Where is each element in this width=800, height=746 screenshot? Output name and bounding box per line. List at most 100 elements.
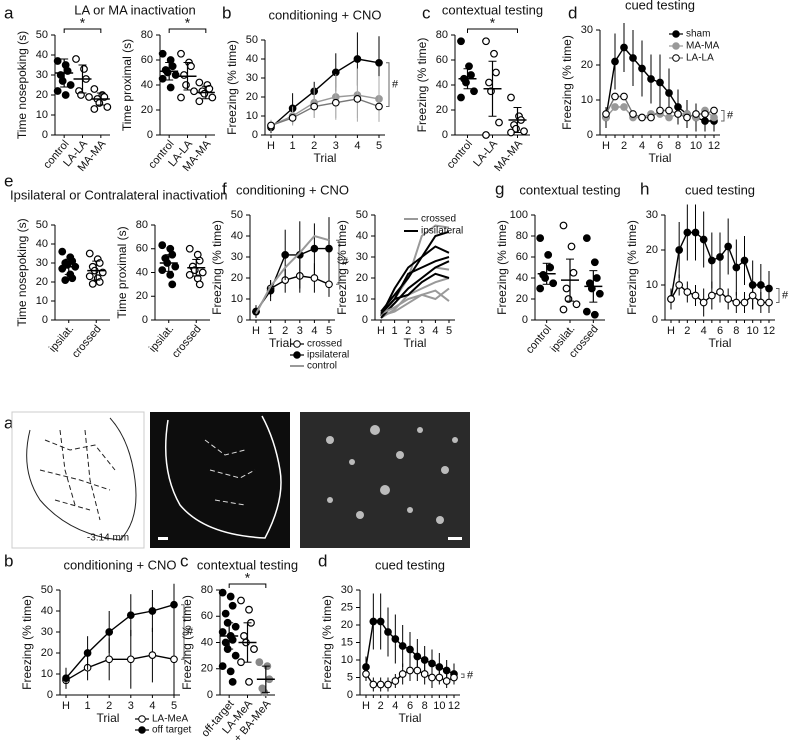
data-point (590, 258, 599, 267)
x-tick-label: 6 (407, 700, 413, 712)
data-point (665, 89, 673, 97)
data-point (375, 102, 383, 111)
significance-bracket (721, 110, 725, 122)
significance-label: # (187, 626, 194, 638)
data-point (58, 247, 67, 256)
y-tick-label: 30 (581, 24, 593, 36)
data-point (310, 244, 319, 253)
x-tick-label: 4 (392, 700, 398, 712)
chart-title: conditioning + CNO (236, 182, 349, 197)
y-tick-label: 0 (47, 689, 53, 701)
legend-label: ipsilateral (421, 226, 463, 237)
x-tick-label: 2 (621, 140, 627, 152)
y-tick-label: 0 (237, 314, 243, 326)
data-point (200, 89, 209, 98)
x-tick-label: 4 (149, 700, 155, 712)
data-point (384, 628, 392, 636)
x-tick-label: 1 (392, 325, 398, 337)
data-point (707, 256, 716, 265)
data-point (198, 268, 207, 277)
y-tick-label: 25 (341, 601, 353, 613)
chart-title: contextual testing (197, 557, 298, 572)
y-tick-label: 10 (646, 279, 658, 291)
legend-label: sham (686, 29, 710, 40)
data-point (756, 298, 765, 307)
chart-title: contextual testing (442, 2, 543, 17)
y-tick-label: 10 (356, 293, 368, 305)
data-point (572, 300, 581, 309)
data-point (683, 288, 692, 296)
x-tick-label: 12 (763, 325, 775, 337)
data-point (221, 609, 230, 618)
y-tick-label: 40 (201, 636, 213, 648)
data-point (85, 272, 94, 281)
data-point (420, 670, 429, 678)
x-tick-label: 8 (733, 325, 739, 337)
y-axis-label: Time proximal (s) (120, 39, 134, 131)
x-axis-label: Trial (649, 151, 672, 165)
y-tick-label: 20 (341, 619, 353, 631)
panel-letter: d (568, 3, 577, 22)
x-tick-label: 10 (747, 325, 759, 337)
y-tick-label: 30 (246, 72, 258, 84)
x-tick-label: 8 (675, 140, 681, 152)
data-point (546, 263, 555, 272)
data-point (590, 310, 599, 319)
data-point (716, 253, 724, 261)
data-point (195, 78, 204, 87)
data-point (582, 234, 591, 243)
scale-bar (158, 537, 168, 540)
data-point (228, 677, 237, 686)
outline (26, 417, 137, 541)
data-point (656, 106, 664, 115)
chart-title: LA or MA inactivation (74, 2, 195, 17)
atlas-diagram (11, 411, 145, 549)
data-point (467, 71, 475, 79)
x-tick-label: control (524, 323, 554, 356)
data-point (170, 655, 178, 664)
cells (326, 425, 458, 524)
y-tick-label: 50 (41, 584, 53, 596)
data-point (237, 658, 245, 667)
data-point (665, 113, 673, 122)
series-line (380, 230, 450, 317)
y-tick-label: 20 (36, 89, 48, 101)
data-point (190, 87, 198, 96)
y-tick-label: 0 (252, 129, 258, 141)
y-tick-label: 60 (201, 610, 213, 622)
x-tick-label: 2 (282, 325, 288, 337)
significance-label: * (245, 570, 251, 586)
significance-label: # (782, 289, 789, 301)
y-tick-label: 40 (136, 266, 148, 278)
data-point (105, 655, 114, 664)
legend-label: off target (152, 725, 192, 736)
series-line (270, 98, 380, 127)
panel-letter: a (4, 3, 14, 22)
data-point (168, 280, 177, 289)
x-tick-label: H (667, 325, 675, 337)
y-axis-label: Freezing (% time) (625, 220, 639, 315)
data-point (569, 268, 578, 277)
significance-bracket (386, 62, 390, 107)
data-point (701, 117, 709, 125)
y-tick-label: 40 (436, 79, 448, 91)
lesion-outlines (204, 439, 256, 506)
data-point (185, 244, 194, 253)
data-point (240, 632, 248, 640)
data-point (187, 62, 195, 71)
data-point (375, 58, 383, 67)
y-tick-label: 0 (42, 314, 48, 326)
significance-bracket (461, 673, 465, 678)
data-point (716, 288, 724, 296)
series-line (380, 287, 450, 317)
data-point (376, 680, 385, 689)
data-point (180, 71, 188, 79)
data-point (53, 57, 62, 65)
photo-high-mag (300, 412, 470, 548)
data-point (231, 651, 240, 660)
data-point (457, 37, 465, 46)
y-tick-label: 20 (581, 59, 593, 71)
image-panel: a -3.14 mm (4, 411, 470, 549)
x-axis-label: Trial (314, 151, 337, 165)
